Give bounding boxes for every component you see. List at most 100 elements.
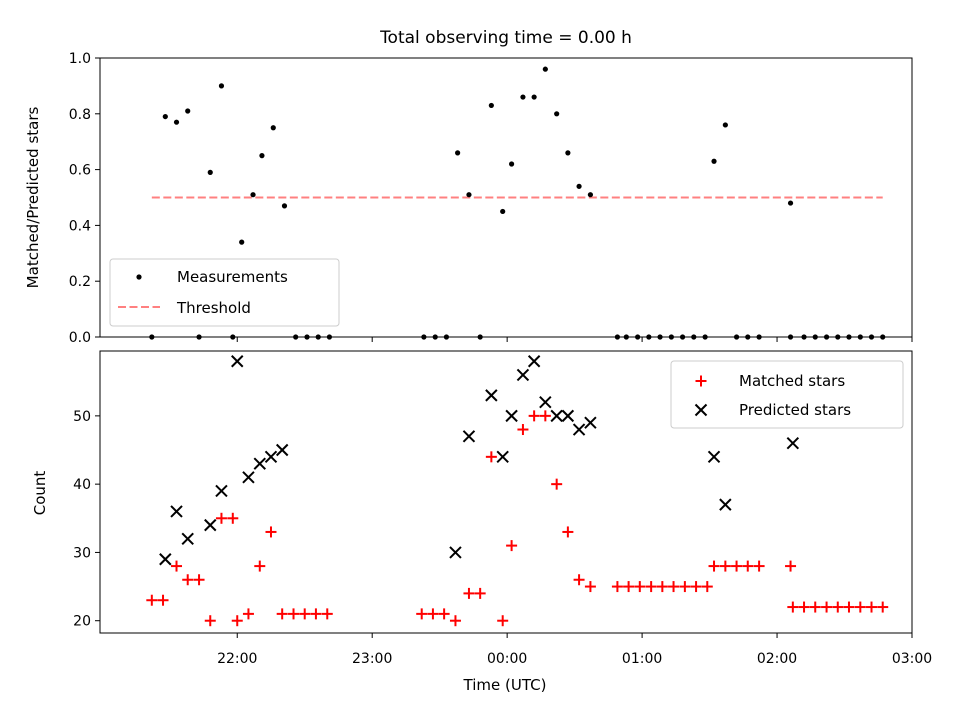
measurement-point [270, 125, 276, 131]
predicted-star-point [275, 443, 289, 457]
chart-title: Total observing time = 0.00 h [379, 28, 632, 48]
cross-b [527, 355, 541, 368]
predicted-star-point [159, 553, 172, 566]
bottom-axes-frame [99, 350, 913, 634]
matched-star-point [821, 601, 833, 613]
measurement-point [250, 192, 256, 198]
matched-star-point [742, 560, 754, 572]
cross-b [449, 546, 462, 559]
cross-b [786, 436, 800, 450]
matched-star-point [506, 540, 518, 552]
predicted-star-point [786, 436, 800, 450]
bottom-ylabel: Count [31, 471, 49, 516]
measurement-point [576, 183, 582, 189]
top-ytick-label: 0.4 [69, 218, 91, 234]
matched-star-point [299, 608, 311, 620]
matched-star-point [623, 581, 635, 593]
predicted-star-point [204, 518, 217, 532]
predicted-star-point [496, 450, 509, 464]
legend-predicted-marker-b [694, 403, 708, 417]
predicted-star-point [231, 355, 244, 368]
measurement-point [531, 94, 537, 100]
predicted-star-point [170, 505, 183, 518]
matched-star-point [276, 608, 288, 620]
measurement-point [587, 192, 594, 198]
matched-star-point [171, 560, 183, 572]
predicted-star-point [550, 409, 563, 423]
cross-b [516, 368, 530, 382]
predicted-star-point [264, 450, 278, 464]
cross-b [462, 430, 476, 443]
cross-b [584, 416, 597, 429]
measurement-point [162, 113, 168, 120]
matched-star-point [785, 560, 797, 572]
cross-b [275, 443, 289, 457]
matched-star-point [701, 581, 713, 593]
bottom-xtick-label: 03:00 [892, 651, 932, 667]
matched-star-point [254, 560, 266, 572]
legend-predicted-label: Predicted stars [739, 401, 851, 419]
matched-star-point [854, 601, 866, 613]
matched-star-point [866, 601, 878, 613]
matched-star-point [731, 560, 743, 572]
measurement-point [565, 150, 571, 156]
matched-star-point [157, 594, 169, 606]
cross-b [561, 409, 575, 423]
bottom-ytick-label: 20 [73, 614, 91, 630]
matched-star-point [551, 478, 563, 490]
top-legend-box [109, 258, 340, 327]
cross-b [181, 532, 194, 545]
matched-star-point [474, 587, 486, 599]
matched-star-point [611, 581, 623, 593]
measurement-point [542, 66, 548, 72]
predicted-star-point [462, 430, 476, 443]
bottom-xtick-label: 00:00 [487, 651, 527, 667]
predicted-star-point [527, 355, 541, 368]
predicted-star-point [449, 546, 462, 559]
matched-star-point [877, 601, 889, 613]
matched-star-point [227, 512, 239, 524]
bottom-panel: 20 30 40 50 22:00 23:00 00:00 01:00 02:00 03:00 Ma… [73, 350, 932, 667]
bottom-xtick-label: 02:00 [757, 651, 797, 667]
matched-star-point [182, 574, 194, 586]
matched-star-point [485, 451, 497, 463]
bottom-ytick-label: 50 [73, 409, 91, 425]
matched-star-point [573, 574, 585, 586]
matched-star-point [463, 587, 475, 599]
measurement-point [185, 108, 191, 114]
matched-star-point [265, 526, 277, 538]
measurement-point [218, 83, 225, 89]
matched-star-point [497, 615, 509, 627]
predicted-star-point [572, 423, 586, 436]
measurement-point [466, 192, 472, 198]
legend-matched-label: Matched stars [739, 372, 845, 390]
bottom-xtick-label: 22:00 [217, 651, 257, 667]
cross-b [707, 450, 721, 464]
matched-star-point [146, 594, 158, 606]
top-ytick-label: 0.8 [69, 107, 91, 123]
measurement-point [787, 200, 794, 206]
matched-star-point [719, 560, 731, 572]
matched-star-point [438, 608, 450, 620]
cross-b [242, 471, 255, 484]
cross-b [496, 450, 509, 464]
matched-star-point [753, 560, 765, 572]
cross-b [572, 423, 586, 436]
measurement-point [173, 119, 180, 125]
matched-star-point [690, 581, 702, 593]
measurement-point [239, 239, 245, 245]
bottom-ytick-label: 30 [73, 545, 91, 561]
measurement-point [281, 203, 288, 209]
cross-b [264, 450, 278, 464]
predicted-star-point [181, 532, 194, 545]
measurement-point [500, 208, 506, 215]
matched-star-point [798, 601, 810, 613]
matched-star-point [242, 608, 254, 620]
top-axes-frame [99, 57, 913, 338]
measurement-point [488, 102, 494, 109]
predicted-star-point [539, 396, 552, 409]
matched-star-point [288, 608, 300, 620]
matched-star-point [634, 581, 646, 593]
top-legend: Measurements Threshold [109, 258, 340, 327]
cross-b [204, 518, 217, 532]
